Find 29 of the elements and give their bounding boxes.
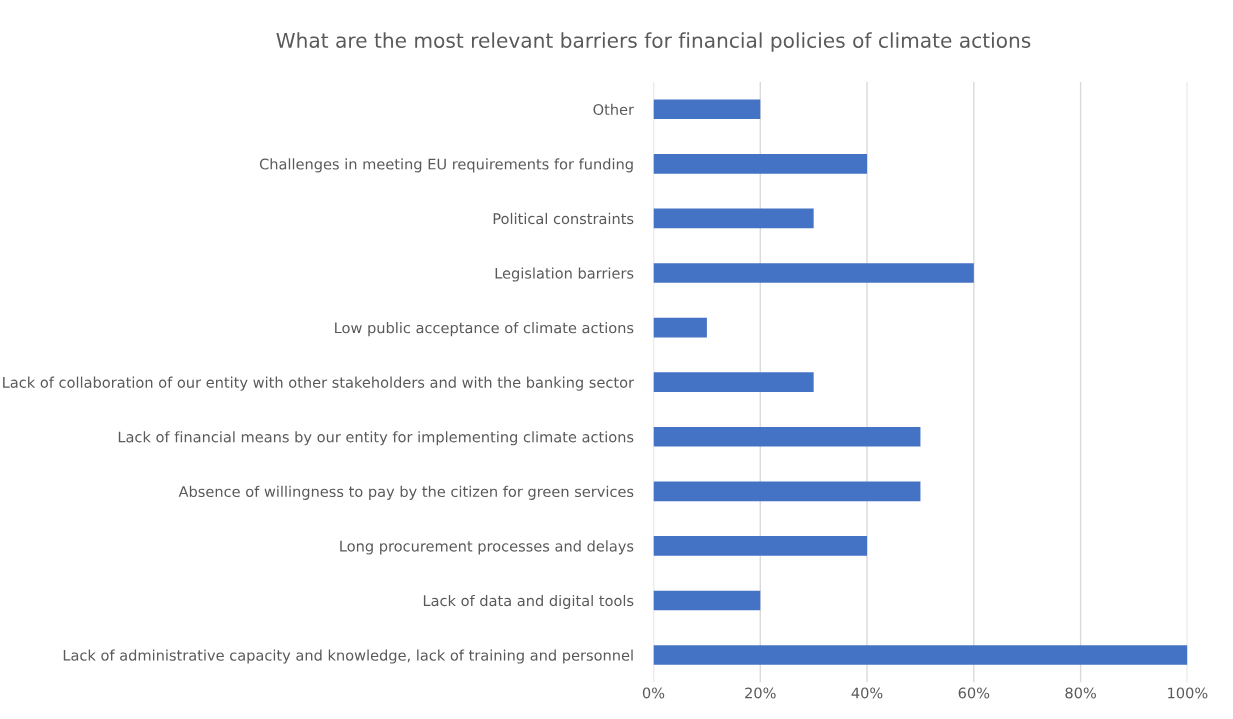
y-tick-label: Lack of data and digital tools bbox=[423, 594, 634, 610]
y-tick-label: Challenges in meeting EU requirements for funding bbox=[259, 158, 633, 173]
bar bbox=[653, 426, 921, 447]
bar bbox=[653, 372, 814, 392]
bar bbox=[653, 590, 761, 611]
y-tick-label: Low public acceptance of climate actions bbox=[335, 322, 634, 337]
y-tick-label: Long procurement processes and delays bbox=[340, 540, 634, 555]
bar bbox=[653, 154, 868, 174]
y-tick-label: Lack of collaboration of our entity with other stakeholders and with the banking sector bbox=[3, 376, 635, 391]
bar bbox=[653, 99, 761, 120]
bar bbox=[653, 645, 1188, 665]
x-tick-label: 20% bbox=[745, 687, 776, 699]
y-tick-label: Political constraints bbox=[493, 212, 634, 225]
x-tick-label: 60% bbox=[958, 687, 990, 699]
y-tick-label: Lack of financial means by our entity for implementing climate actions bbox=[118, 431, 634, 446]
y-tick-label: Lack of administrative capacity and knowledge, lack of training and personnel bbox=[63, 649, 633, 664]
y-tick-label: Other bbox=[593, 103, 635, 115]
bar bbox=[653, 317, 707, 338]
x-tick-label: 80% bbox=[1065, 687, 1096, 699]
bar bbox=[653, 481, 921, 502]
y-tick-label: Absence of willingness to pay by the citizen for green services bbox=[178, 485, 634, 500]
bar bbox=[653, 536, 868, 556]
x-tick-label: 40% bbox=[851, 687, 883, 699]
bar bbox=[653, 263, 974, 283]
x-tick-label: 100% bbox=[1168, 687, 1208, 699]
x-tick-label: 0% bbox=[642, 687, 665, 699]
chart-title: What are the most relevant barriers for financial policies of climate actions bbox=[276, 32, 1031, 52]
y-tick-label: Legislation barriers bbox=[495, 267, 634, 282]
bar bbox=[653, 208, 814, 229]
